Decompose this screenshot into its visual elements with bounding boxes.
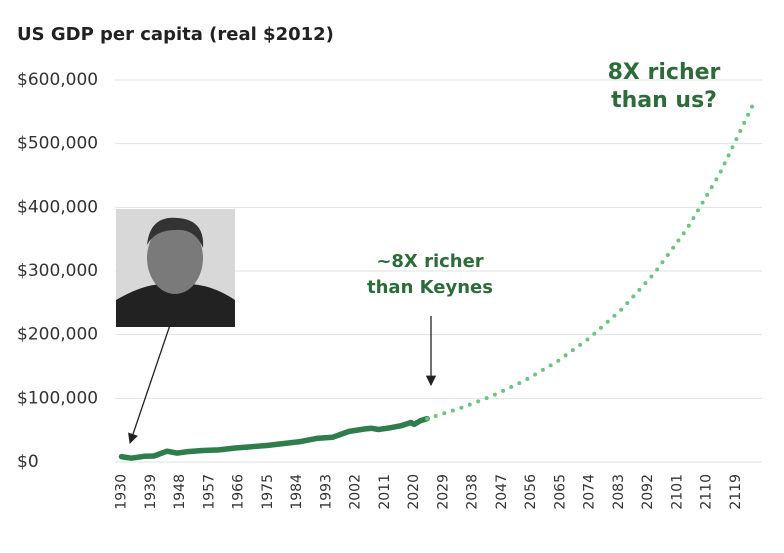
photo-hair [147,217,204,248]
x-tick-label: 1975 [260,474,276,510]
annotation: ~8X richer [376,251,483,272]
x-tick-label: 1948 [172,474,188,510]
x-tick-label: 2074 [582,474,598,510]
y-tick-label: $0 [17,452,39,472]
x-tick-label: 1984 [289,474,305,510]
x-tick-label: 1957 [201,474,217,510]
plot [118,104,755,461]
x-tick-label: 2092 [640,474,656,510]
annotation: than us? [611,88,717,113]
y-tick-label: $200,000 [17,325,98,345]
series-line [425,104,755,421]
x-tick-label: 2002 [348,474,364,510]
x-tick-label: 1993 [318,474,334,510]
x-tick-label: 2110 [699,474,715,510]
x-tick-label: 2029 [435,474,451,510]
annotation: 8X richer [608,60,721,85]
x-tick-label: 2101 [669,474,685,510]
y-tick-label: $100,000 [17,388,98,408]
x-tick-label: 2065 [552,474,568,510]
y-tick-label: $500,000 [17,134,98,154]
y-tick-label: $300,000 [17,261,98,281]
y-tick-label: $400,000 [17,197,98,217]
x-tick-label: 2056 [523,474,539,510]
arrow [128,324,171,444]
series-line [118,415,430,461]
portrait [116,209,235,327]
x-tick-label: 2119 [728,474,744,510]
photo-face [147,222,203,294]
x-tick-label: 2047 [494,474,510,510]
x-tick-label: 2020 [406,474,422,510]
annotation: than Keynes [367,277,493,298]
x-tick-label: 1966 [231,474,247,510]
x-tick-label: 2083 [611,474,627,510]
grid: $0 $100,000 $200,000 $300,000 $400,000 $500,0… [17,70,762,510]
x-tick-label: 1939 [143,474,159,510]
y-tick-label: $600,000 [17,70,98,90]
x-tick-label: 2011 [377,474,393,510]
x-tick-label: 2038 [465,474,481,510]
x-tick-label: 1930 [114,474,130,510]
chart-title: US GDP per capita (real $2012) [17,24,334,45]
photo-body [116,284,235,327]
